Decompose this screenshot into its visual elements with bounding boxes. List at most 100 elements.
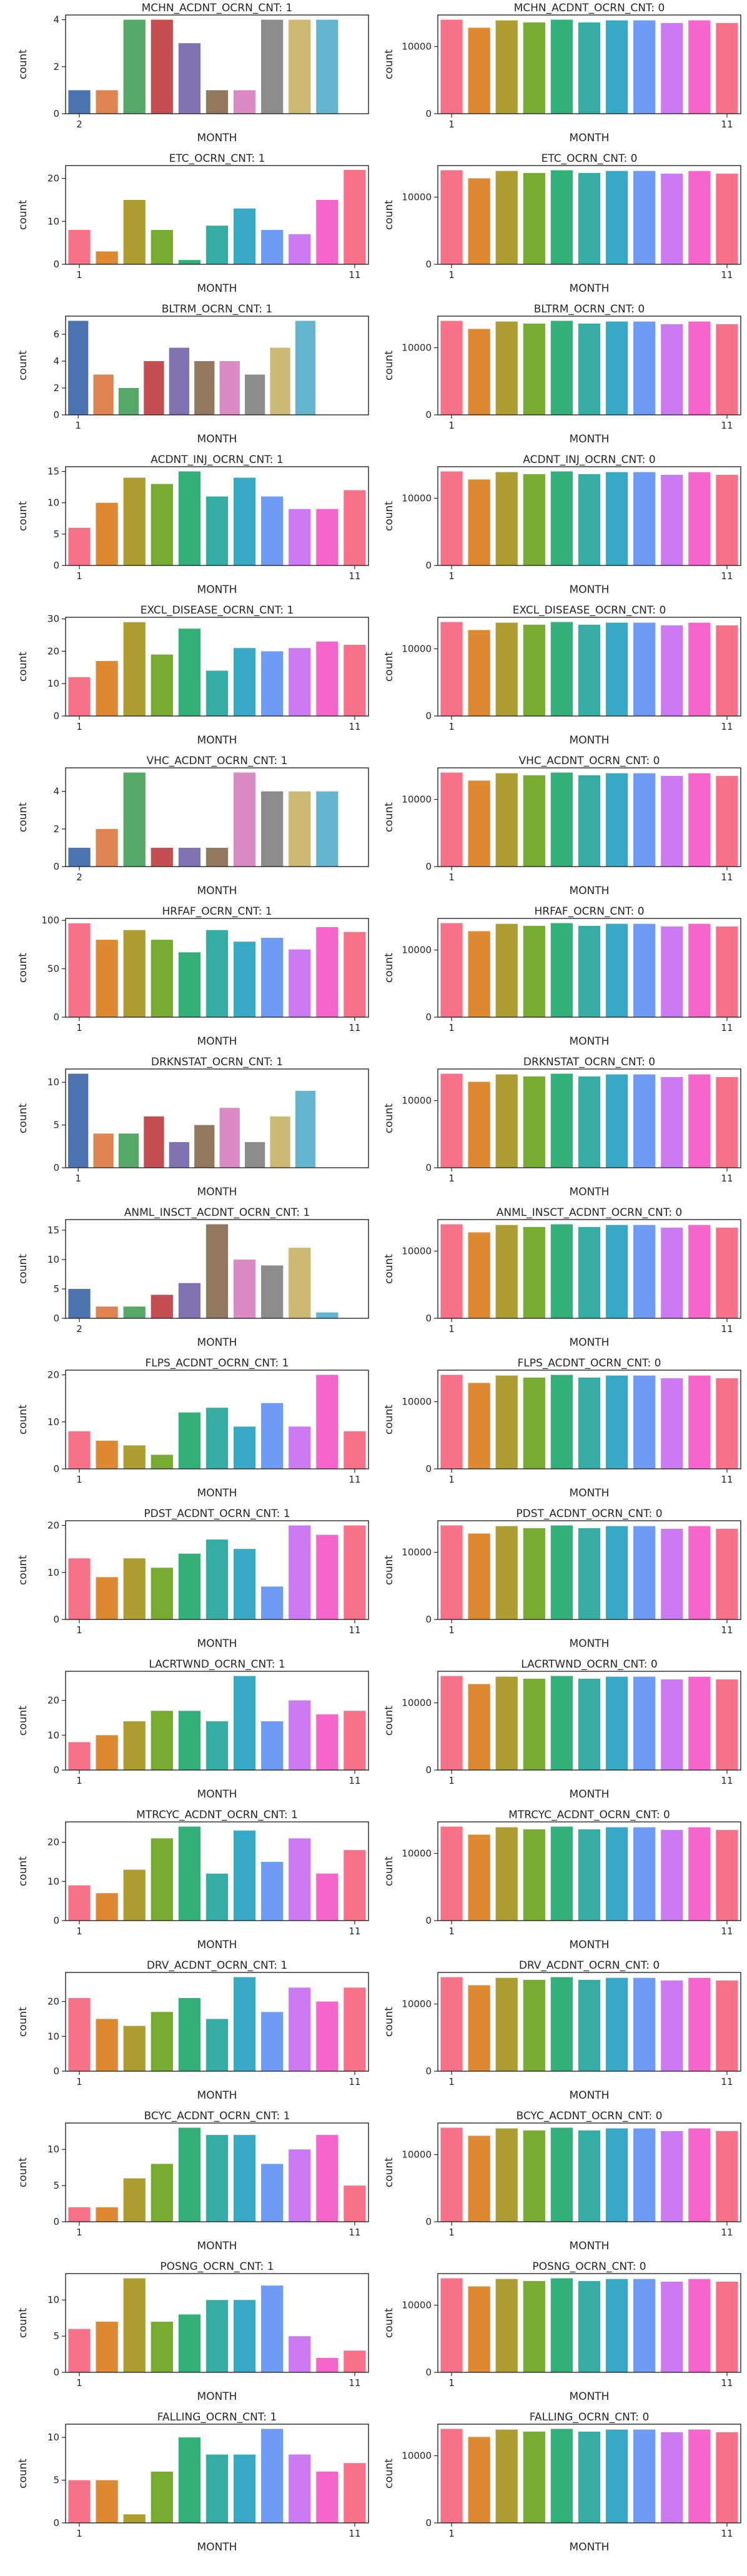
bar [661, 324, 683, 415]
bar [468, 1985, 490, 2071]
bar [688, 1526, 711, 1619]
chart-title: BCYC_ACDNT_OCRN_CNT: 1 [144, 2110, 290, 2122]
x-tick-label: 11 [349, 1926, 360, 1937]
bar [578, 323, 601, 415]
x-axis-label: MONTH [570, 885, 610, 897]
bar [605, 622, 628, 716]
y-axis-label: count [383, 953, 395, 983]
bar [495, 1526, 518, 1619]
x-tick-label: 1 [448, 2076, 455, 2087]
y-tick-label: 0 [425, 1012, 432, 1023]
x-tick-label: 2 [76, 119, 82, 130]
chart-panel-26: MTRCYC_ACDNT_OCRN_CNT: 0 0 10000 1 11 MONTH co… [378, 1807, 747, 1959]
bar [261, 19, 284, 114]
bar [344, 932, 366, 1017]
bar [633, 472, 656, 565]
chart-title: HRFAF_OCRN_CNT: 1 [162, 905, 272, 918]
y-tick-label: 10000 [402, 2450, 432, 2462]
bar [523, 2280, 545, 2372]
bar [178, 1711, 201, 1770]
x-axis-label: MONTH [570, 584, 610, 596]
bar [178, 847, 201, 867]
bar [178, 1283, 201, 1318]
plot-frame [65, 2273, 369, 2373]
x-axis-label: MONTH [197, 433, 237, 445]
bar [344, 1431, 366, 1469]
y-axis-label: count [17, 652, 29, 682]
bar [633, 1526, 656, 1619]
bar [123, 1445, 146, 1469]
bar [688, 1977, 711, 2071]
x-tick-label: 1 [448, 872, 455, 883]
y-axis-label: count [383, 200, 395, 230]
y-tick-label: 0 [425, 560, 432, 571]
x-tick-label: 11 [349, 570, 360, 582]
y-tick-label: 0 [425, 1463, 432, 1474]
bar [96, 502, 118, 565]
bar [523, 1076, 545, 1168]
bar [68, 2207, 91, 2222]
y-tick-label: 0 [425, 710, 432, 722]
bar [633, 2279, 656, 2372]
bar [205, 1721, 229, 1770]
bar [716, 926, 738, 1017]
chart-title: DRKNSTAT_OCRN_CNT: 1 [151, 1056, 283, 1068]
bar [440, 1224, 463, 1318]
x-axis-label: MONTH [570, 2541, 610, 2554]
x-tick-label: 11 [349, 2076, 360, 2087]
y-axis-label: count [17, 351, 29, 380]
bar [633, 622, 656, 716]
bar [440, 2127, 463, 2222]
chart-panel-17: ANML_INSCT_ACDNT_OCRN_CNT: 1 0 5 10 15 2 MONTH… [6, 1205, 375, 1356]
y-tick-label: 10000 [402, 1547, 432, 1558]
bar [688, 1225, 711, 1318]
y-tick-label: 10000 [402, 1698, 432, 1709]
x-axis-label: MONTH [197, 734, 237, 747]
chart-panel-20: FLPS_ACDNT_OCRN_CNT: 0 0 10000 1 11 MONTH coun… [378, 1355, 747, 1507]
bar [289, 1426, 311, 1469]
x-axis-label: MONTH [197, 885, 237, 897]
y-tick-label: 5 [53, 1283, 59, 1295]
bar [716, 625, 738, 716]
chart-panel-6: BLTRM_OCRN_CNT: 0 0 10000 1 11 MONTH count [378, 301, 747, 453]
y-axis-label: count [383, 1254, 395, 1284]
plot-frame [437, 2273, 741, 2373]
x-tick-label: 11 [721, 2528, 733, 2539]
x-axis-label: MONTH [197, 1638, 237, 1650]
bar [178, 1412, 201, 1469]
chart-panel-23: LACRTWND_OCRN_CNT: 1 0 10 20 1 11 MONTH count [6, 1656, 375, 1808]
bar [440, 772, 463, 867]
bar [151, 1838, 173, 1921]
x-tick-label: 11 [721, 1323, 733, 1335]
y-tick-label: 0 [53, 861, 59, 872]
plot-frame [437, 1821, 741, 1921]
y-tick-label: 10 [47, 2432, 59, 2443]
bar [289, 234, 311, 264]
bar [633, 1827, 656, 1921]
bar [605, 1526, 628, 1619]
bar [289, 949, 311, 1017]
bar [633, 1676, 656, 1770]
bar [316, 1714, 339, 1770]
y-tick-label: 2 [53, 823, 59, 835]
bar [68, 527, 91, 565]
bar [68, 677, 91, 716]
x-tick-label: 1 [75, 1173, 81, 1184]
bar [605, 923, 628, 1017]
bar [661, 2281, 683, 2372]
y-tick-label: 20 [47, 1996, 59, 2007]
bar [495, 1977, 518, 2071]
bar [205, 847, 229, 867]
plot-frame [437, 767, 741, 867]
bar [523, 2130, 545, 2222]
bar [344, 1711, 366, 1770]
chart-panel-4: ETC_OCRN_CNT: 0 0 10000 1 11 MONTH count [378, 151, 747, 302]
bar [205, 226, 229, 264]
y-tick-label: 20 [47, 1695, 59, 1706]
bar [123, 1306, 146, 1318]
x-tick-label: 1 [448, 1474, 455, 1485]
